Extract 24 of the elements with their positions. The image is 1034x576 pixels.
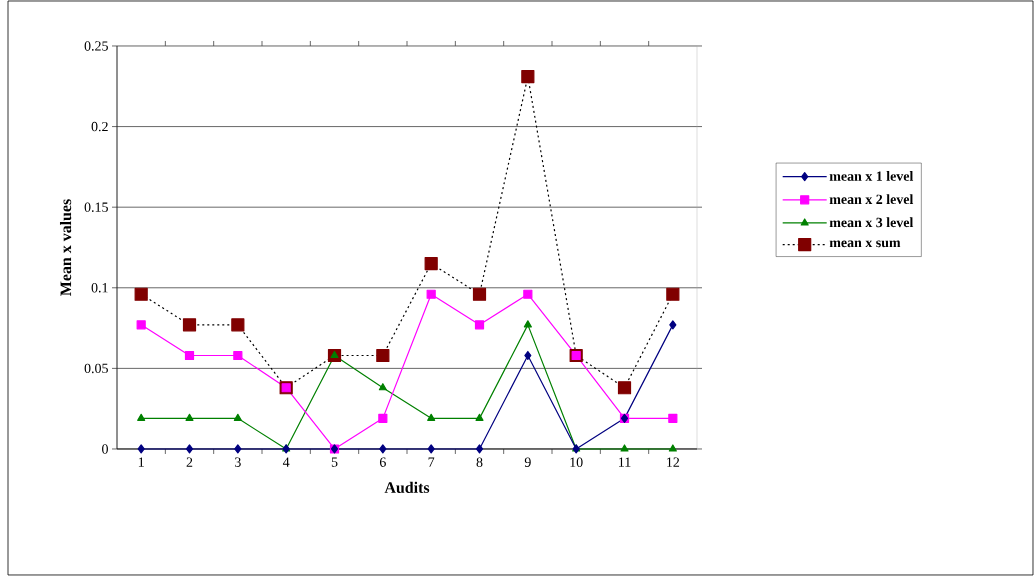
y-tick-label: 0.05: [84, 363, 108, 374]
x-tick-label: 8: [476, 457, 483, 467]
x-tick-label: 10: [570, 457, 583, 467]
legend-label: mean x 1 level: [829, 171, 914, 181]
x-tick-label: 12: [667, 457, 680, 467]
legend-label: mean x 2 level: [829, 194, 914, 205]
y-tick-label: 0: [102, 444, 108, 454]
x-tick-label: 7: [428, 457, 435, 467]
legend-label: mean x 3 level: [829, 217, 914, 228]
x-tick-label: 1: [138, 457, 144, 467]
y-tick-label: 0.25: [84, 41, 108, 51]
x-tick-label: 3: [235, 457, 241, 467]
x-tick-label: 11: [619, 457, 631, 467]
y-tick-label: 0.2: [91, 121, 108, 132]
y-tick-label: 0.15: [84, 202, 108, 212]
y-tick-label: 0.1: [91, 283, 108, 293]
x-tick-label: 4: [282, 457, 290, 467]
x-axis-title: Audits: [384, 481, 430, 493]
x-tick-label: 9: [524, 457, 531, 467]
legend-label: mean x sum: [829, 240, 901, 248]
x-tick-label: 5: [331, 457, 338, 467]
y-axis-title: Mean x values: [59, 199, 72, 296]
x-tick-label: 2: [186, 457, 193, 467]
x-tick-label: 6: [379, 457, 386, 467]
